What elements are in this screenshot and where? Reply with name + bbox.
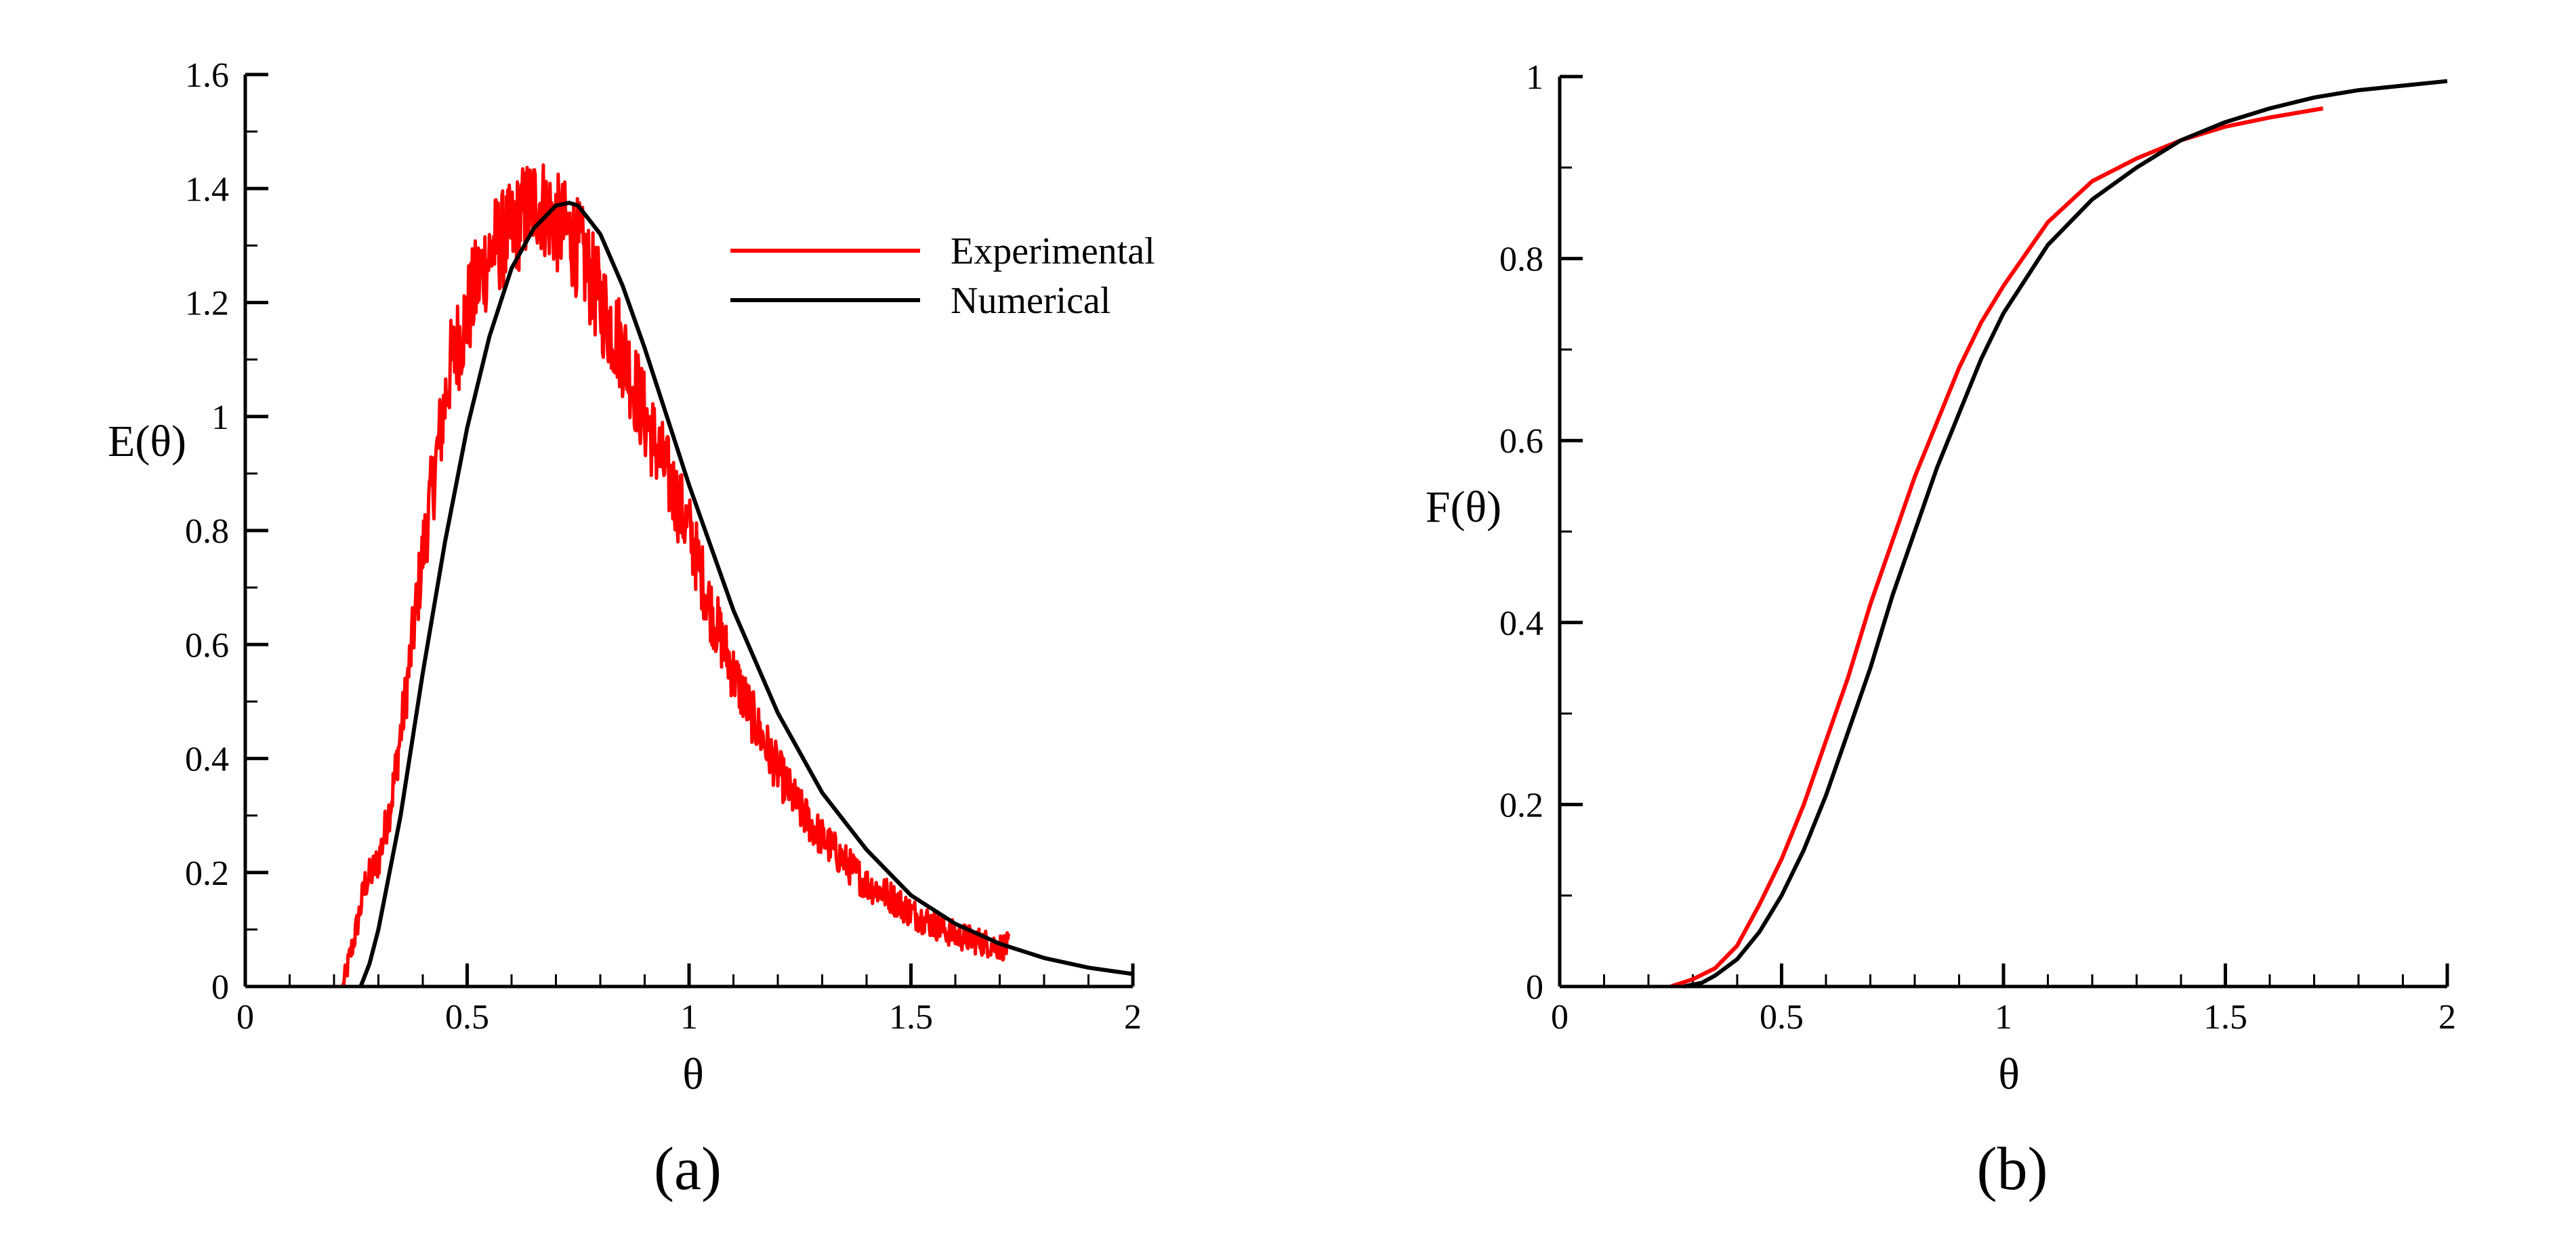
panel-a-series-experimental (341, 163, 1011, 989)
x-tick-label: 1.5 (2203, 998, 2247, 1037)
x-tick-label: 1.5 (889, 998, 933, 1037)
y-tick-label: 1.2 (185, 285, 229, 323)
panel-a-series-numerical (358, 201, 1134, 988)
legend-label-numerical: Numerical (951, 280, 1110, 322)
panel-b-x-axis-title: θ (1998, 1050, 2020, 1099)
y-tick-label: 0.4 (1499, 604, 1543, 643)
panel-b-tick-labels: 0 0.5 1 1.5 2 0 0.2 0.4 0.6 0.8 1 (1499, 58, 2456, 1037)
y-tick-label: 0.8 (1499, 241, 1543, 279)
y-tick-label: 1 (211, 398, 229, 437)
y-tick-label: 1.6 (185, 56, 229, 95)
panel-b-series (1669, 79, 2448, 989)
panel-b-caption: (b) (1977, 1136, 2048, 1203)
x-tick-label: 0.5 (445, 998, 489, 1037)
panel-b-axes (1558, 77, 2447, 989)
panel-a-series (341, 163, 1134, 989)
panel-b-series-experimental (1669, 106, 2324, 989)
y-tick-label: 0.2 (185, 854, 229, 893)
x-tick-label: 2 (2438, 998, 2456, 1037)
panel-a-tick-labels: 0 0.5 1 1.5 2 0 0.2 0.4 0.6 0.8 1 1.2 1.4 1.6 (185, 56, 1142, 1037)
panel-a-x-axis-title: θ (682, 1050, 704, 1099)
y-tick-label: 0 (211, 968, 229, 1007)
y-tick-label: 1 (1526, 58, 1543, 97)
panel-b-y-axis-title: F(θ) (1426, 482, 1501, 532)
panel-a-y-axis-title: E(θ) (108, 417, 186, 466)
panel-a-caption: (a) (654, 1136, 722, 1203)
y-tick-label: 1.4 (185, 170, 229, 209)
panel-b-series-numerical (1683, 79, 2448, 989)
legend-label-experimental: Experimental (951, 230, 1155, 272)
x-tick-label: 2 (1124, 998, 1142, 1037)
y-tick-label: 0 (1526, 968, 1543, 1007)
chart-panel-a: 0 0.5 1 1.5 200.20.40.60.811.21.41.6 θ E(θ) … (108, 56, 1155, 1203)
chart-panel-b: 0 0.5 1 1.5 2 0 0.2 0.4 0.6 0.8 1 θ F(θ) (b) (1426, 58, 2456, 1203)
panel-a-legend: Experimental Numerical (730, 230, 1155, 322)
x-tick-label: 1 (1995, 998, 2012, 1037)
x-tick-label: 0 (1551, 998, 1569, 1037)
y-tick-label: 0.2 (1499, 786, 1543, 825)
y-tick-label: 0.8 (185, 512, 229, 551)
x-tick-label: 0.5 (1760, 998, 1804, 1037)
x-tick-label: 0 (236, 998, 254, 1037)
y-tick-label: 0.6 (185, 626, 229, 665)
panel-a-axes (243, 75, 1133, 989)
y-tick-label: 0.6 (1499, 422, 1543, 461)
y-tick-label: 0.4 (185, 741, 229, 779)
x-tick-label: 1 (680, 998, 698, 1037)
